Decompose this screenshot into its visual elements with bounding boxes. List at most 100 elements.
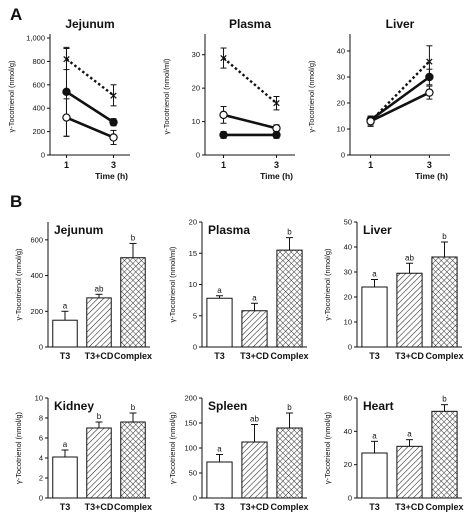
x-tick-label-5-0: T3 xyxy=(369,351,380,361)
significance-letter-5-0: a xyxy=(372,270,377,279)
bar-4-0 xyxy=(206,297,233,348)
bar-8-2 xyxy=(431,410,458,499)
significance-letter-4-0: a xyxy=(217,286,222,295)
y-tick-label-6-4: 8 xyxy=(39,414,43,423)
y-tick-label-2-4: 40 xyxy=(337,47,345,56)
y-axis-label-7: γ-Tocotrienol (nmol/g) xyxy=(168,411,177,484)
y-tick-label-4-1: 5 xyxy=(193,311,197,320)
x-tick-label-4-0: T3 xyxy=(214,351,225,361)
chart-title-2: Liver xyxy=(386,17,415,31)
bar-3-1 xyxy=(86,297,112,348)
y-tick-label-5-5: 50 xyxy=(344,218,352,227)
x-tick-label-1-0: 1 xyxy=(221,160,226,170)
y-tick-label-7-3: 150 xyxy=(184,419,197,428)
series-line-1-0 xyxy=(222,57,278,105)
panel-a-label: A xyxy=(10,5,22,24)
y-axis-label-6: γ-Tocotrienol (nmol/g) xyxy=(14,411,23,484)
y-tick-label-1-1: 10 xyxy=(192,117,200,126)
significance-letter-8-1: a xyxy=(407,430,412,439)
significance-letter-6-1: b xyxy=(97,412,102,421)
bar-4-2 xyxy=(276,249,303,348)
data-point-2-0-1: × xyxy=(425,55,434,68)
data-point-0-2-0 xyxy=(62,113,71,122)
data-point-1-0-0: × xyxy=(219,52,228,65)
bar-4-1 xyxy=(241,310,268,348)
y-tick-label-3-3: 600 xyxy=(30,235,43,244)
significance-letter-6-0: a xyxy=(63,440,68,449)
x-tick-label-5-1: T3+CD xyxy=(395,351,424,361)
y-tick-label-4-0: 0 xyxy=(193,343,197,352)
y-tick-label-6-3: 6 xyxy=(39,434,43,443)
y-tick-label-5-3: 30 xyxy=(344,268,352,277)
data-point-0-2-1 xyxy=(109,133,118,142)
x-axis-label-0: Time (h) xyxy=(95,171,128,181)
y-tick-label-5-1: 10 xyxy=(344,318,352,327)
x-axis-label-2: Time (h) xyxy=(415,171,448,181)
y-axis-label-0: γ-Tocotrienol (nmol/g) xyxy=(7,60,16,133)
y-tick-label-3-2: 400 xyxy=(30,271,43,280)
y-tick-label-0-5: 1,000 xyxy=(26,34,45,43)
y-tick-label-5-4: 40 xyxy=(344,243,352,252)
data-point-1-1-0 xyxy=(219,110,228,120)
bar-5-2 xyxy=(431,256,458,348)
y-tick-label-7-4: 200 xyxy=(184,394,197,403)
x-tick-label-5-2: Complex xyxy=(425,351,463,361)
x-tick-label-1-1: 3 xyxy=(274,160,279,170)
significance-letter-7-1: ab xyxy=(250,415,259,424)
data-point-1-2-0 xyxy=(219,130,228,140)
significance-letter-8-2: b xyxy=(442,395,447,404)
significance-letter-3-0: a xyxy=(63,301,68,310)
x-tick-label-0-0: 1 xyxy=(64,160,69,170)
y-tick-label-6-2: 4 xyxy=(39,454,43,463)
series-line-0-1 xyxy=(65,90,115,124)
data-point-2-2-1 xyxy=(425,88,434,97)
x-tick-label-3-0: T3 xyxy=(60,351,71,361)
significance-letter-4-1: a xyxy=(252,293,257,302)
y-axis-label-8: γ-Tocotrienol (nmol/g) xyxy=(323,411,332,484)
series-line-2-2 xyxy=(370,91,430,123)
x-tick-label-8-1: T3+CD xyxy=(395,502,424,512)
y-tick-label-0-4: 800 xyxy=(32,57,45,66)
bar-8-1 xyxy=(396,445,423,499)
x-tick-label-2-0: 1 xyxy=(368,160,373,170)
y-tick-label-7-0: 0 xyxy=(193,494,197,503)
y-tick-label-4-3: 15 xyxy=(189,249,197,258)
x-tick-label-7-1: T3+CD xyxy=(240,502,269,512)
y-tick-label-2-3: 30 xyxy=(337,73,345,82)
y-axis-label-5: γ-Tocotrienol (nmol/g) xyxy=(323,248,332,321)
y-axis-label-4: γ-Tocotrienol (nmol/ml) xyxy=(168,246,177,322)
bar-7-1 xyxy=(241,441,268,499)
series-line-0-0 xyxy=(65,58,115,97)
x-axis-label-1: Time (h) xyxy=(260,171,293,181)
y-tick-label-1-3: 30 xyxy=(192,50,200,59)
bar-6-0 xyxy=(52,456,78,499)
panel-b-label: B xyxy=(10,192,22,211)
x-tick-label-8-2: Complex xyxy=(425,502,463,512)
series-line-0-2 xyxy=(65,116,115,139)
bar-8-0 xyxy=(361,452,388,499)
x-tick-label-3-2: Complex xyxy=(114,351,152,361)
chart-title-1: Plasma xyxy=(229,17,271,31)
significance-letter-7-2: b xyxy=(287,403,292,412)
bar-7-0 xyxy=(206,461,233,499)
y-tick-label-1-0: 0 xyxy=(196,151,200,160)
x-tick-label-3-1: T3+CD xyxy=(85,351,114,361)
data-point-0-1-0 xyxy=(62,87,71,97)
y-axis-label-2: γ-Tocotrienol (nmol/g) xyxy=(307,60,316,133)
y-tick-label-8-2: 40 xyxy=(344,427,352,436)
bar-3-2 xyxy=(120,257,146,348)
y-tick-label-8-3: 60 xyxy=(344,394,352,403)
y-tick-label-8-1: 20 xyxy=(344,460,352,469)
chart-title-4: Plasma xyxy=(208,223,250,237)
chart-title-6: Kidney xyxy=(54,399,94,413)
bar-6-2 xyxy=(120,421,146,499)
x-tick-label-7-2: Complex xyxy=(270,502,308,512)
chart-title-7: Spleen xyxy=(208,399,247,413)
series-line-2-1 xyxy=(369,75,431,121)
y-tick-label-0-3: 600 xyxy=(32,80,45,89)
x-tick-label-7-0: T3 xyxy=(214,502,225,512)
chart-title-8: Heart xyxy=(363,399,394,413)
significance-letter-7-0: a xyxy=(217,445,222,454)
y-tick-label-8-0: 0 xyxy=(348,494,352,503)
